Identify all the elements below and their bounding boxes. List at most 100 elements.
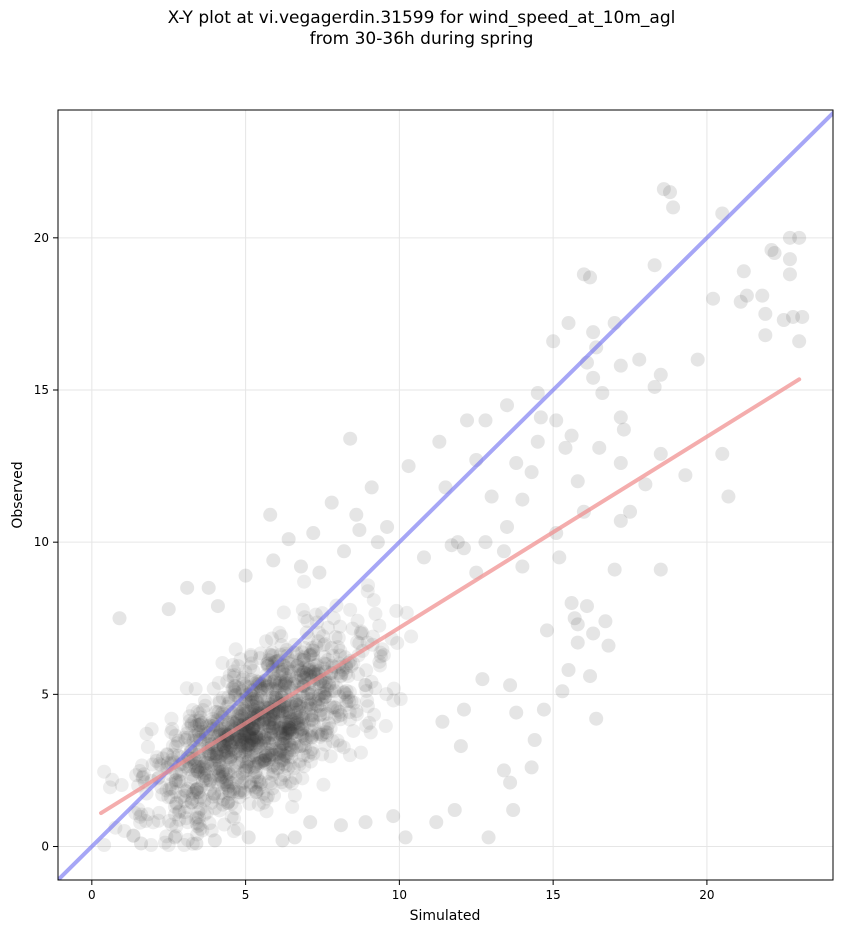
- data-point: [283, 758, 298, 773]
- data-point: [344, 694, 359, 709]
- data-point: [231, 746, 246, 761]
- data-point: [304, 701, 319, 716]
- data-point: [515, 559, 530, 574]
- data-point: [251, 736, 266, 751]
- data-point: [172, 803, 187, 818]
- data-point: [304, 713, 319, 728]
- data-point: [586, 370, 601, 385]
- data-point: [226, 784, 241, 799]
- data-point: [368, 680, 383, 695]
- data-point: [332, 689, 347, 704]
- data-point: [264, 716, 279, 731]
- data-point: [266, 674, 281, 689]
- data-point: [308, 658, 323, 673]
- data-point: [253, 651, 268, 666]
- data-point: [232, 790, 247, 805]
- data-point: [500, 519, 515, 534]
- data-point: [251, 797, 266, 812]
- data-point: [272, 704, 287, 719]
- data-point: [247, 769, 262, 784]
- data-point: [379, 687, 394, 702]
- data-point: [317, 650, 332, 665]
- data-point: [237, 740, 252, 755]
- data-point: [164, 817, 179, 832]
- data-point: [359, 718, 374, 733]
- data-point: [215, 767, 230, 782]
- data-point: [216, 738, 231, 753]
- data-point: [252, 676, 267, 691]
- data-point: [198, 698, 213, 713]
- data-point: [249, 733, 264, 748]
- data-point: [332, 648, 347, 663]
- data-point: [226, 741, 241, 756]
- data-point: [290, 673, 305, 688]
- data-point: [335, 665, 350, 680]
- data-point: [197, 766, 212, 781]
- data-point: [292, 739, 307, 754]
- data-point: [337, 685, 352, 700]
- data-point: [546, 334, 561, 349]
- data-point: [228, 746, 243, 761]
- data-point: [243, 647, 258, 662]
- data-point: [246, 721, 261, 736]
- data-point: [295, 602, 310, 617]
- data-point: [232, 785, 247, 800]
- data-point: [260, 746, 275, 761]
- data-point: [283, 738, 298, 753]
- data-point: [230, 709, 245, 724]
- data-point: [313, 703, 328, 718]
- data-point: [453, 739, 468, 754]
- data-point: [294, 726, 309, 741]
- data-point: [272, 664, 287, 679]
- identity-line: [58, 111, 833, 880]
- data-point: [253, 777, 268, 792]
- data-point: [170, 736, 185, 751]
- data-point: [278, 705, 293, 720]
- data-point: [238, 691, 253, 706]
- data-point: [231, 706, 246, 721]
- data-point: [273, 726, 288, 741]
- data-point: [283, 742, 298, 757]
- data-point: [189, 782, 204, 797]
- data-point: [257, 733, 272, 748]
- data-point: [241, 680, 256, 695]
- data-point: [225, 681, 240, 696]
- data-point: [247, 719, 262, 734]
- data-point: [225, 736, 240, 751]
- data-point: [259, 804, 274, 819]
- data-point: [342, 712, 357, 727]
- data-point: [301, 662, 316, 677]
- data-point: [263, 728, 278, 743]
- data-point: [284, 740, 299, 755]
- data-point: [277, 719, 292, 734]
- data-point: [210, 750, 225, 765]
- data-point: [103, 780, 118, 795]
- data-point: [261, 746, 276, 761]
- data-point: [275, 706, 290, 721]
- data-point: [205, 789, 220, 804]
- data-point: [210, 599, 225, 614]
- data-point: [180, 730, 195, 745]
- data-point: [638, 477, 653, 492]
- data-point: [267, 788, 282, 803]
- data-point: [196, 703, 211, 718]
- data-point: [210, 742, 225, 757]
- data-point: [222, 786, 237, 801]
- data-point: [192, 760, 207, 775]
- data-point: [337, 544, 352, 559]
- data-point: [241, 741, 256, 756]
- data-point: [354, 624, 369, 639]
- data-point: [248, 780, 263, 795]
- data-point: [316, 686, 331, 701]
- data-point: [268, 678, 283, 693]
- data-point: [331, 640, 346, 655]
- data-point: [579, 599, 594, 614]
- data-point: [265, 720, 280, 735]
- data-point: [278, 721, 293, 736]
- data-point: [320, 682, 335, 697]
- data-point: [257, 716, 272, 731]
- data-point: [230, 712, 245, 727]
- data-point: [241, 723, 256, 738]
- data-point: [305, 712, 320, 727]
- data-point: [567, 611, 582, 626]
